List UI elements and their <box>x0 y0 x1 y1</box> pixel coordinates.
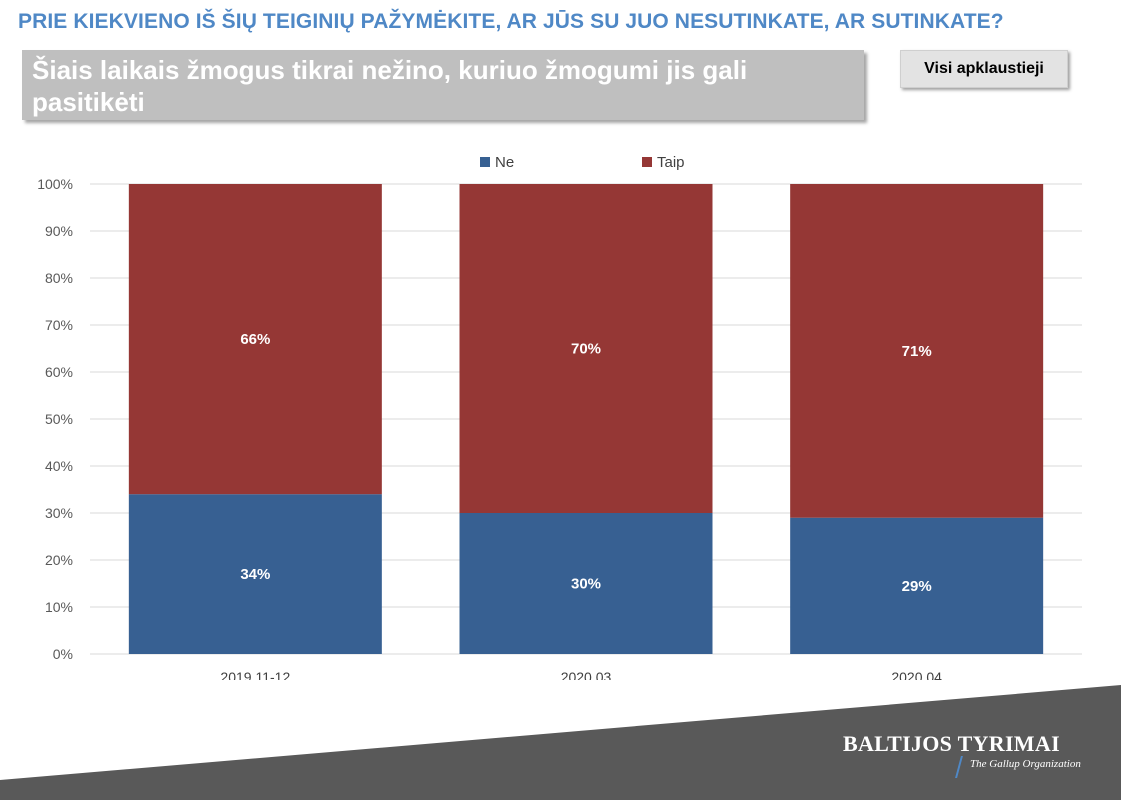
x-tick-label: 2020.03 <box>561 669 612 680</box>
y-tick-label: 60% <box>45 364 73 380</box>
respondent-group-button[interactable]: Visi apklaustieji <box>900 50 1068 88</box>
y-tick-label: 90% <box>45 223 73 239</box>
y-tick-label: 80% <box>45 270 73 286</box>
stacked-bar-chart: 0% 10% 20% 30% 40% 50% 60% 70% 80% 90% 100% 34% 66%… <box>37 154 1082 680</box>
bars: 34% 66% 30% 70% 29% 71% <box>128 184 1044 654</box>
legend-label: Ne <box>495 154 514 171</box>
y-tick-label: 30% <box>45 505 73 521</box>
bar-segment <box>790 184 1044 518</box>
data-label: 30% <box>571 576 601 593</box>
statement-text: Šiais laikais žmogus tikrai nežino, kuri… <box>32 55 748 117</box>
y-tick-label: 10% <box>45 599 73 615</box>
legend-swatch <box>480 157 490 167</box>
y-tick-label: 50% <box>45 411 73 427</box>
y-tick-label: 20% <box>45 552 73 568</box>
x-tick-label: 2020.04 <box>891 669 942 680</box>
legend-label: Taip <box>657 154 685 171</box>
brand-logo-text: BALTIJOS TYRIMAI <box>843 731 1060 756</box>
statement-box: Šiais laikais žmogus tikrai nežino, kuri… <box>22 50 864 120</box>
bar-segment <box>128 494 382 654</box>
bar-segment <box>459 184 713 513</box>
y-axis-ticks: 0% 10% 20% 30% 40% 50% 60% 70% 80% 90% 100% <box>37 176 73 662</box>
legend: Ne Taip <box>480 154 685 171</box>
brand-tagline: The Gallup Organization <box>970 758 1081 770</box>
data-label: 66% <box>240 331 270 348</box>
data-label: 34% <box>240 566 270 583</box>
y-tick-label: 70% <box>45 317 73 333</box>
data-label: 70% <box>571 341 601 358</box>
x-tick-label: 2019.11-12 <box>220 669 290 680</box>
data-label: 71% <box>902 343 932 360</box>
y-tick-label: 100% <box>37 176 73 192</box>
survey-question-header: PRIE KIEKVIENO IŠ ŠIŲ TEIGINIŲ PAŽYMĖKIT… <box>18 10 1004 33</box>
footer-band <box>0 685 1121 800</box>
legend-swatch <box>642 157 652 167</box>
footer-shape <box>0 685 1121 800</box>
y-tick-label: 40% <box>45 458 73 474</box>
bar-segment <box>459 513 713 654</box>
bar-segment <box>790 517 1044 654</box>
x-axis-labels: 2019.11-12 2020.03 2020.04 <box>220 669 942 680</box>
y-tick-label: 0% <box>53 646 73 662</box>
bar-segment <box>128 184 382 495</box>
data-label: 29% <box>902 578 932 595</box>
